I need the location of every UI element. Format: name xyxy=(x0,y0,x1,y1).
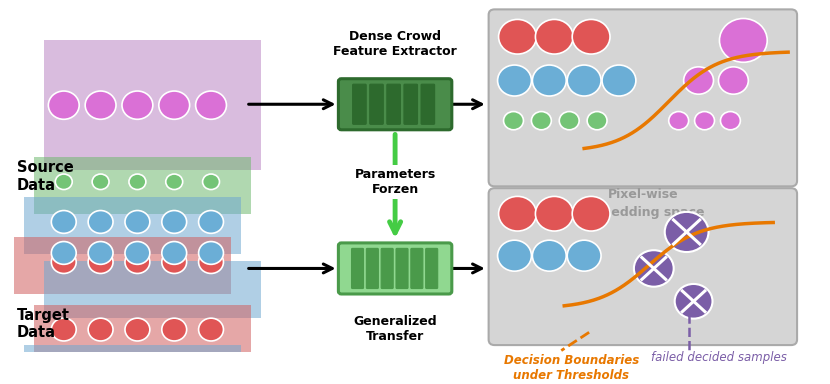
Text: Decision Boundaries
under Thresholds: Decision Boundaries under Thresholds xyxy=(504,354,639,382)
Circle shape xyxy=(92,174,109,190)
FancyBboxPatch shape xyxy=(489,9,797,186)
Text: Dense Crowd
Feature Extractor: Dense Crowd Feature Extractor xyxy=(333,30,457,58)
Circle shape xyxy=(719,67,749,94)
Circle shape xyxy=(499,196,536,231)
Circle shape xyxy=(129,362,146,377)
FancyBboxPatch shape xyxy=(381,248,393,288)
FancyBboxPatch shape xyxy=(489,188,797,345)
Bar xyxy=(44,261,261,318)
Bar xyxy=(24,345,241,384)
Circle shape xyxy=(532,65,566,96)
Circle shape xyxy=(572,196,610,231)
Bar xyxy=(34,305,251,361)
Circle shape xyxy=(198,318,223,341)
Text: Target
Data: Target Data xyxy=(17,308,70,340)
Circle shape xyxy=(88,251,113,273)
FancyBboxPatch shape xyxy=(353,84,366,124)
Circle shape xyxy=(602,65,636,96)
Circle shape xyxy=(51,251,76,273)
Circle shape xyxy=(198,242,223,264)
Circle shape xyxy=(572,20,610,54)
Circle shape xyxy=(88,318,113,341)
Circle shape xyxy=(51,242,76,264)
FancyBboxPatch shape xyxy=(339,243,452,294)
Text: Generalized
Transfer: Generalized Transfer xyxy=(354,315,437,343)
Circle shape xyxy=(125,210,150,233)
Circle shape xyxy=(567,240,601,271)
Circle shape xyxy=(56,174,72,190)
Circle shape xyxy=(535,196,574,231)
Circle shape xyxy=(51,318,76,341)
Circle shape xyxy=(203,174,219,190)
FancyBboxPatch shape xyxy=(339,79,452,130)
FancyBboxPatch shape xyxy=(426,248,437,288)
Circle shape xyxy=(198,210,223,233)
Circle shape xyxy=(88,210,113,233)
Circle shape xyxy=(162,210,187,233)
Circle shape xyxy=(559,111,579,130)
Bar xyxy=(44,40,261,170)
Circle shape xyxy=(162,242,187,264)
Circle shape xyxy=(166,174,183,190)
Circle shape xyxy=(88,242,113,264)
Circle shape xyxy=(125,318,150,341)
Text: embedding space: embedding space xyxy=(581,207,705,219)
Circle shape xyxy=(535,20,574,54)
Circle shape xyxy=(48,91,79,119)
FancyBboxPatch shape xyxy=(411,248,422,288)
Text: Pixel-wise: Pixel-wise xyxy=(608,188,678,201)
Circle shape xyxy=(504,111,524,130)
Circle shape xyxy=(497,240,531,271)
Circle shape xyxy=(675,284,712,319)
Bar xyxy=(34,157,251,214)
Circle shape xyxy=(720,18,767,62)
Circle shape xyxy=(198,251,223,273)
Circle shape xyxy=(684,67,714,94)
Circle shape xyxy=(695,111,715,130)
Circle shape xyxy=(531,111,551,130)
Circle shape xyxy=(129,174,146,190)
Circle shape xyxy=(532,240,566,271)
Circle shape xyxy=(85,91,116,119)
Circle shape xyxy=(634,250,674,287)
Circle shape xyxy=(159,91,189,119)
Circle shape xyxy=(56,362,72,377)
Circle shape xyxy=(122,91,153,119)
Bar xyxy=(14,377,238,384)
FancyBboxPatch shape xyxy=(404,84,417,124)
Circle shape xyxy=(497,65,531,96)
Circle shape xyxy=(51,210,76,233)
Circle shape xyxy=(125,251,150,273)
Text: Source
Data: Source Data xyxy=(17,160,74,192)
FancyBboxPatch shape xyxy=(352,248,364,288)
FancyBboxPatch shape xyxy=(396,248,408,288)
FancyBboxPatch shape xyxy=(387,84,400,124)
FancyBboxPatch shape xyxy=(366,248,378,288)
FancyBboxPatch shape xyxy=(421,84,435,124)
Bar xyxy=(14,237,231,294)
Circle shape xyxy=(669,111,689,130)
Circle shape xyxy=(196,91,227,119)
Text: Parameters
Forzen: Parameters Forzen xyxy=(354,168,436,196)
Circle shape xyxy=(587,111,607,130)
FancyBboxPatch shape xyxy=(369,84,383,124)
Circle shape xyxy=(567,65,601,96)
Circle shape xyxy=(499,20,536,54)
Circle shape xyxy=(665,212,709,252)
Circle shape xyxy=(166,362,183,377)
Circle shape xyxy=(162,318,187,341)
Circle shape xyxy=(720,111,740,130)
Circle shape xyxy=(92,362,109,377)
Circle shape xyxy=(125,242,150,264)
Circle shape xyxy=(203,362,219,377)
Text: failed decided samples: failed decided samples xyxy=(651,351,786,364)
Circle shape xyxy=(162,251,187,273)
Bar xyxy=(24,197,241,254)
